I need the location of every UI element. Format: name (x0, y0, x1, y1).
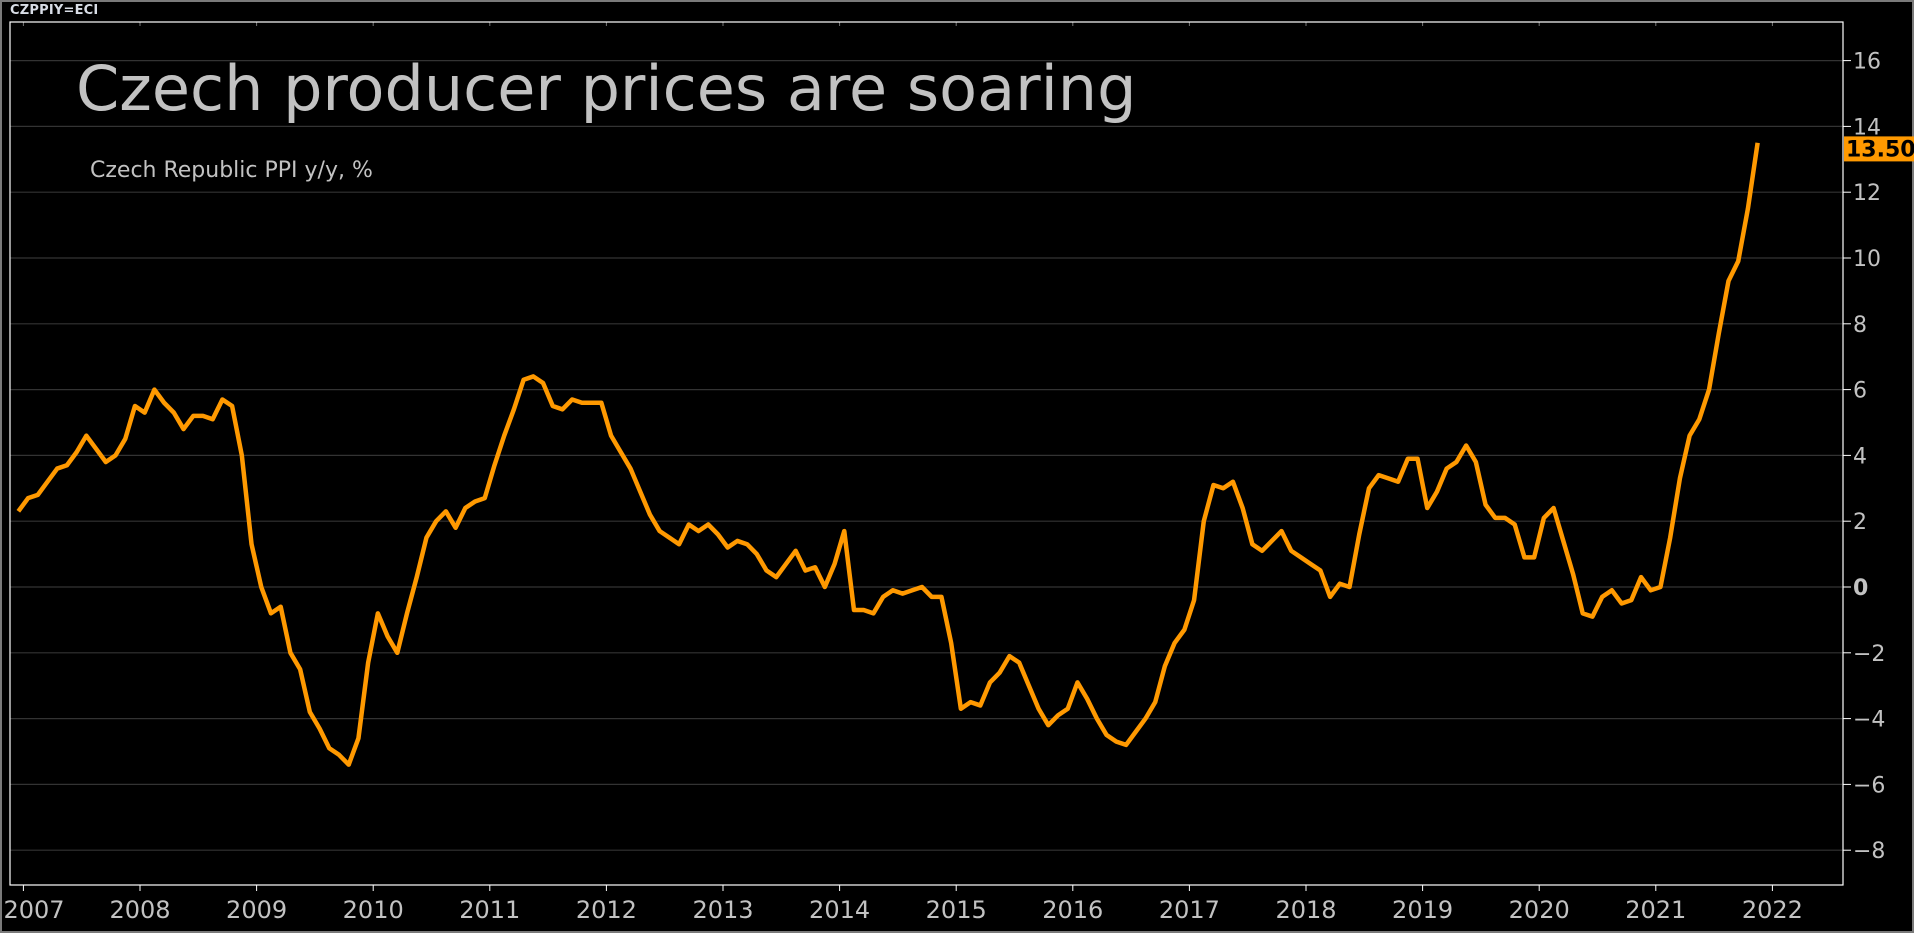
y-tick-label: 0 (1853, 576, 1868, 601)
x-tick-label: 2016 (1042, 896, 1103, 924)
y-tick-label: −6 (1853, 773, 1885, 798)
x-tick-label: 2015 (926, 896, 987, 924)
y-tick-label: −4 (1853, 708, 1885, 733)
x-tick-label: 2011 (459, 896, 520, 924)
series-line (16, 142, 1760, 767)
x-tick-label: 2012 (576, 896, 637, 924)
y-tick-label: 14 (1853, 115, 1881, 140)
y-tick-label: 8 (1853, 313, 1867, 338)
x-tick-label: 2019 (1392, 896, 1453, 924)
x-tick-label: 2017 (1159, 896, 1220, 924)
chart-title: Czech producer prices are soaring (76, 52, 1137, 125)
x-tick-label: 2022 (1742, 896, 1803, 924)
x-tick-label: 2013 (692, 896, 753, 924)
y-tick-label: 10 (1853, 247, 1881, 272)
last-value-badge-bg (1844, 136, 1914, 162)
x-axis: 2007 2008 2009 2010 2011 2012 2013 2014 2015 2016… (3, 22, 1803, 924)
y-tick-label: 6 (1853, 379, 1867, 404)
last-value-label: 13.50 (1846, 137, 1914, 162)
y-tick-label: −8 (1853, 839, 1885, 864)
y-tick-label: −2 (1853, 642, 1885, 667)
y-tick-label: 4 (1853, 444, 1867, 469)
chart-subtitle: Czech Republic PPI y/y, % (90, 158, 373, 183)
x-tick-label: 2007 (3, 896, 64, 924)
x-tick-label: 2021 (1625, 896, 1686, 924)
x-tick-label: 2018 (1275, 896, 1336, 924)
y-tick-label: 12 (1853, 181, 1881, 206)
series-layer (16, 142, 1760, 767)
x-tick-label: 2010 (343, 896, 404, 924)
y-tick-label: 2 (1853, 510, 1867, 535)
x-tick-label: 2009 (226, 896, 287, 924)
ticker-label: CZPPIY=ECI (10, 3, 99, 18)
y-tick-label: 16 (1853, 50, 1881, 75)
x-tick-label: 2014 (809, 896, 870, 924)
last-value-badge: 13.50 (1844, 136, 1914, 162)
y-axis: 16 14 12 10 8 6 4 2 0 −2 −4 −6 −8 (1843, 50, 1885, 864)
gridlines (10, 59, 1843, 851)
x-tick-label: 2020 (1509, 896, 1570, 924)
x-tick-label: 2008 (109, 896, 170, 924)
plot-frame (9, 21, 1844, 886)
